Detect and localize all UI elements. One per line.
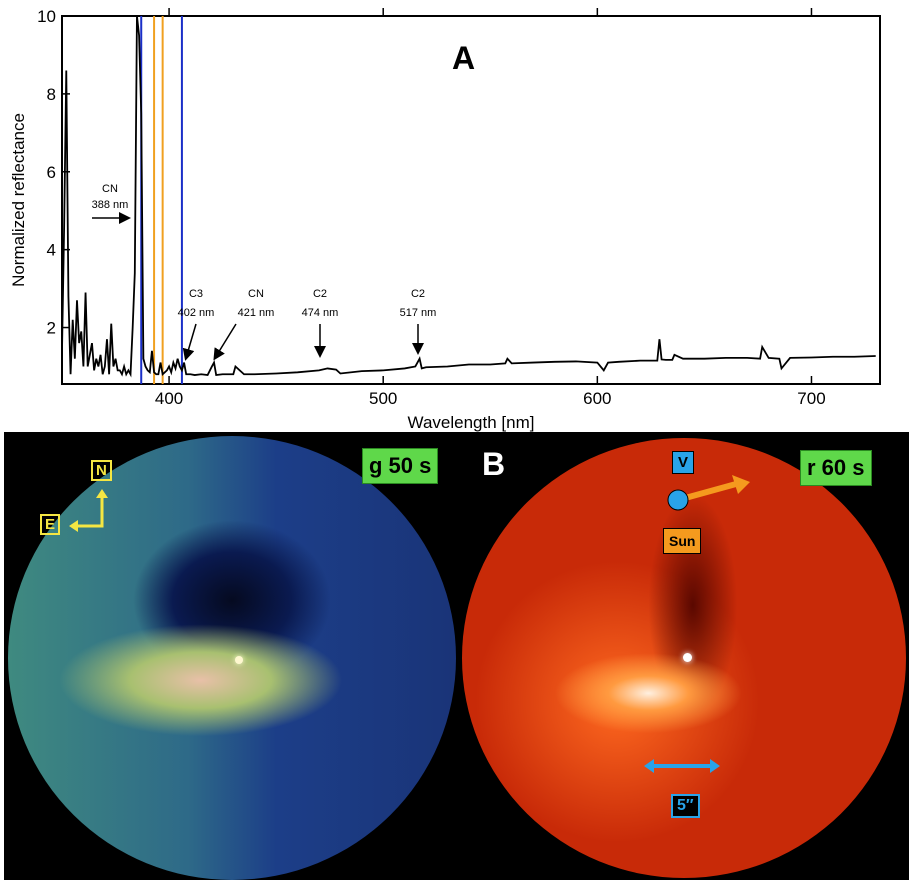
compass-arrows-icon xyxy=(69,489,108,532)
x-tick-label: 500 xyxy=(369,389,397,408)
x-axis-label: Wavelength [nm] xyxy=(408,413,535,432)
sun-label: Sun xyxy=(663,528,702,554)
north-label: N xyxy=(91,460,112,481)
panel-label-b: B xyxy=(482,446,506,482)
comet-images: g 50 s N E B r 60 s V Sun 5″ xyxy=(4,432,909,880)
plot-frame xyxy=(61,15,881,385)
east-label: E xyxy=(40,514,61,535)
g-band-image xyxy=(8,436,456,880)
annotation-species: CN xyxy=(248,288,264,300)
y-tick-label: 2 xyxy=(47,319,56,338)
y-tick-label: 8 xyxy=(47,85,56,104)
annotation-arrow xyxy=(213,323,237,361)
scale-label: 5″ xyxy=(671,794,700,818)
annotation-species: CN xyxy=(102,183,118,195)
annotation-wavelength: 388 nm xyxy=(92,199,129,211)
annotation-arrow xyxy=(182,323,197,361)
x-tick-label: 700 xyxy=(797,389,825,408)
r-exposure-label: r 60 s xyxy=(800,450,872,486)
y-tick-label: 10 xyxy=(37,7,56,26)
annotation-wavelength: 474 nm xyxy=(302,307,339,319)
r-nucleus xyxy=(683,653,692,662)
spectrum-line xyxy=(61,15,876,378)
y-axis-label: Normalized reflectance xyxy=(9,113,28,287)
scale-bar-icon xyxy=(644,759,720,773)
annotation-species: C2 xyxy=(313,288,327,300)
spectrum-chart: 2 4 6 8 10 400 500 600 700 Wavelength [nm] Normali… xyxy=(9,7,881,432)
sun-direction-arrow-icon xyxy=(667,475,750,511)
x-tick-label: 400 xyxy=(155,389,183,408)
annotation-wavelength: 421 nm xyxy=(238,307,275,319)
annotation-species: C2 xyxy=(411,288,425,300)
annotation-wavelength: 402 nm xyxy=(178,307,215,319)
g-nucleus xyxy=(235,656,243,664)
g-exposure-label: g 50 s xyxy=(362,448,439,484)
annotation-species: C3 xyxy=(189,288,203,300)
velocity-label: V xyxy=(672,451,695,474)
y-tick-label: 4 xyxy=(47,241,56,260)
annotation-wavelength: 517 nm xyxy=(400,307,437,319)
y-tick-label: 6 xyxy=(47,163,56,182)
x-tick-label: 600 xyxy=(583,389,611,408)
panel-label-a: A xyxy=(452,40,476,76)
